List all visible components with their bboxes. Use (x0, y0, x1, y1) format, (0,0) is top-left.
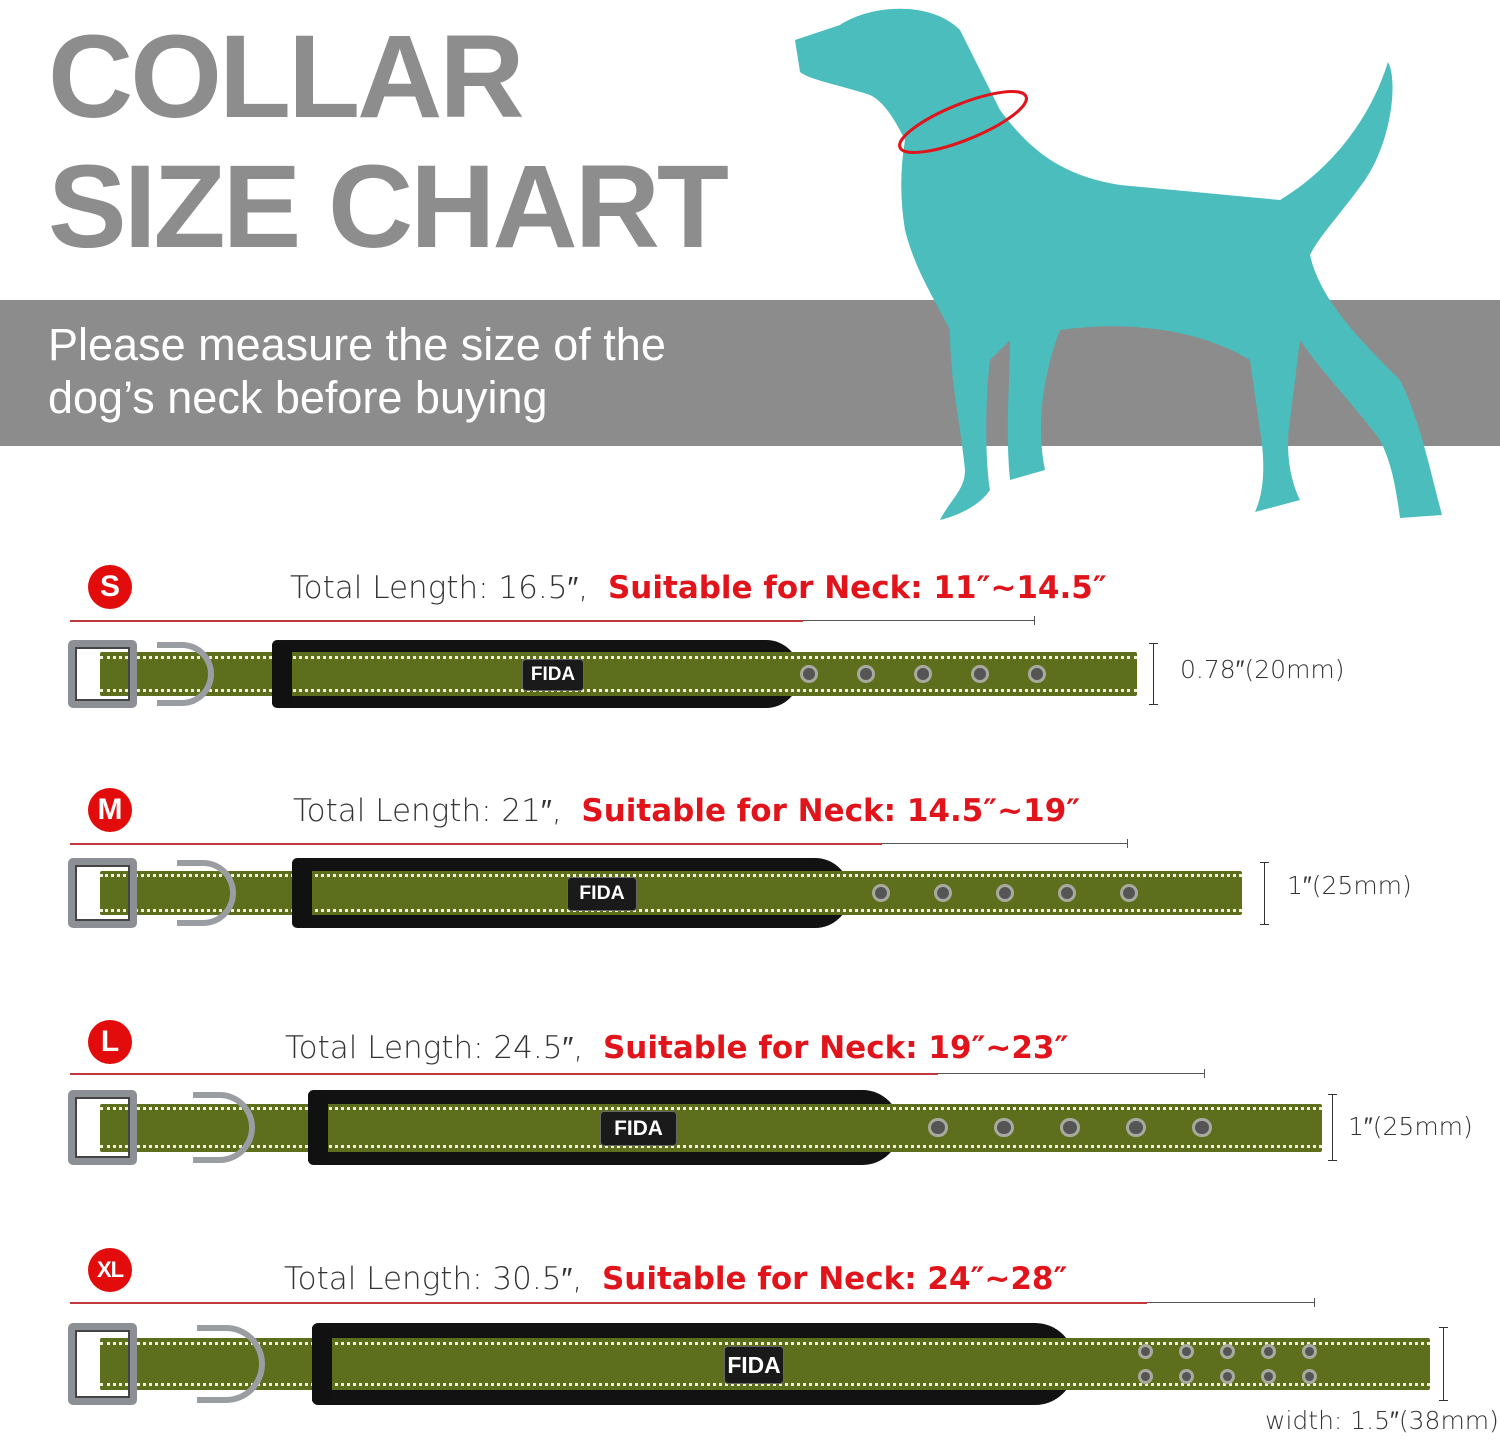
size-badge: L (88, 1020, 132, 1064)
collar-strap (100, 1103, 1322, 1152)
neck-range: Suitable for Neck: 19″~23″ (602, 1030, 1069, 1066)
title-line-2: SIZE CHART (48, 141, 729, 273)
d-ring-icon (177, 860, 236, 926)
total-length: Total Length: 21″, (293, 793, 562, 829)
collar-hole (1138, 1368, 1153, 1384)
collar-hole (1261, 1368, 1276, 1384)
collar-hole (1060, 1117, 1080, 1138)
size-text: Total Length: 30.5″, Suitable for Neck: … (284, 1261, 1067, 1297)
collar-hole (800, 665, 818, 683)
width-marker (1260, 861, 1269, 925)
collar-outline-icon (898, 90, 1028, 154)
total-length: Total Length: 16.5″, (290, 570, 589, 606)
neck-range: Suitable for Neck: 14.5″~19″ (581, 793, 1081, 829)
adjust-range-line (1147, 1298, 1315, 1307)
size-badge: S (88, 565, 132, 609)
collar-hole (934, 883, 953, 903)
dog-silhouette-icon (795, 8, 1442, 520)
length-line (70, 843, 882, 845)
buckle-icon (68, 640, 137, 708)
collar-hole (1126, 1117, 1146, 1138)
fida-label: FIDA (600, 1110, 677, 1147)
collar-hole (914, 665, 932, 683)
collar-hole (1179, 1344, 1194, 1360)
size-text: Total Length: 24.5″, Suitable for Neck: … (285, 1030, 1068, 1066)
collar-hole (994, 1117, 1014, 1138)
collar-hole (971, 665, 989, 683)
collar-hole (1220, 1368, 1235, 1384)
fida-label: FIDA (522, 658, 584, 692)
collar-hole (1058, 883, 1077, 903)
d-ring-icon (197, 1325, 265, 1403)
collar-hole (928, 1117, 948, 1138)
keeper-loop (312, 1327, 332, 1401)
adjust-range-line (938, 1069, 1205, 1078)
length-line (70, 1302, 1147, 1304)
collar-hole (1120, 883, 1139, 903)
keeper-loop (308, 1094, 328, 1161)
width-text: width: 1.5″(38mm) (1265, 1406, 1499, 1435)
width-marker (1328, 1093, 1337, 1162)
collar-hole (1302, 1368, 1317, 1384)
collar-hole (1220, 1344, 1235, 1360)
total-length: Total Length: 24.5″, (285, 1030, 584, 1066)
collar-hole (1179, 1368, 1194, 1384)
width-marker (1439, 1327, 1448, 1401)
neck-range: Suitable for Neck: 11″~14.5″ (607, 570, 1107, 606)
width-text: 1″(25mm) (1287, 871, 1412, 900)
d-ring-icon (193, 1092, 256, 1163)
instruction-line-1: Please measure the size of the (48, 319, 666, 370)
width-text: 1″(25mm) (1348, 1112, 1473, 1141)
adjust-range-line (803, 616, 1035, 625)
length-line (70, 1073, 938, 1075)
title-line-1: COLLAR (48, 11, 525, 143)
collar-hole (1028, 665, 1046, 683)
collar-hole (1192, 1117, 1212, 1138)
collar-strap (100, 870, 1242, 916)
buckle-icon (68, 858, 137, 928)
buckle-icon (68, 1090, 137, 1165)
collar-hole (996, 883, 1015, 903)
buckle-icon (68, 1323, 137, 1405)
length-line (70, 620, 803, 622)
fida-label: FIDA (724, 1345, 784, 1385)
size-badge: XL (88, 1248, 132, 1292)
keeper-loop (292, 862, 312, 924)
width-text: 0.78″(20mm) (1180, 655, 1345, 684)
size-badge: M (88, 788, 132, 832)
d-ring-icon (157, 642, 214, 706)
size-text: Total Length: 21″, Suitable for Neck: 14… (293, 793, 1080, 829)
size-text: Total Length: 16.5″, Suitable for Neck: … (290, 570, 1107, 606)
adjust-range-line (882, 839, 1128, 848)
instruction-line-2: dog’s neck before buying (48, 372, 548, 423)
neck-range: Suitable for Neck: 24″~28″ (601, 1261, 1068, 1297)
collar-hole (872, 883, 891, 903)
collar-hole (1261, 1344, 1276, 1360)
keeper-loop (272, 644, 292, 704)
total-length: Total Length: 30.5″, (284, 1261, 583, 1297)
collar-hole (1302, 1344, 1317, 1360)
fida-label: FIDA (567, 877, 637, 911)
width-marker (1149, 643, 1158, 705)
collar-hole (857, 665, 875, 683)
instruction-text: Please measure the size of the dog’s nec… (48, 318, 666, 424)
collar-hole (1138, 1344, 1153, 1360)
